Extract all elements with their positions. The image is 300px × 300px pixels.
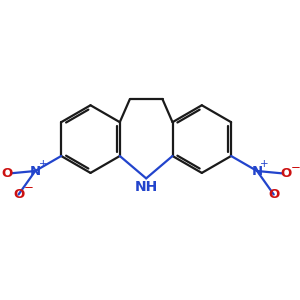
Text: −: −	[23, 182, 33, 194]
Text: N: N	[251, 164, 263, 178]
Text: O: O	[280, 167, 291, 180]
Text: −: −	[291, 161, 300, 174]
Text: O: O	[13, 188, 24, 201]
Text: O: O	[1, 167, 12, 180]
Text: N: N	[30, 164, 41, 178]
Text: +: +	[38, 159, 47, 169]
Text: O: O	[268, 188, 279, 201]
Text: NH: NH	[134, 180, 158, 194]
Text: +: +	[260, 159, 269, 169]
